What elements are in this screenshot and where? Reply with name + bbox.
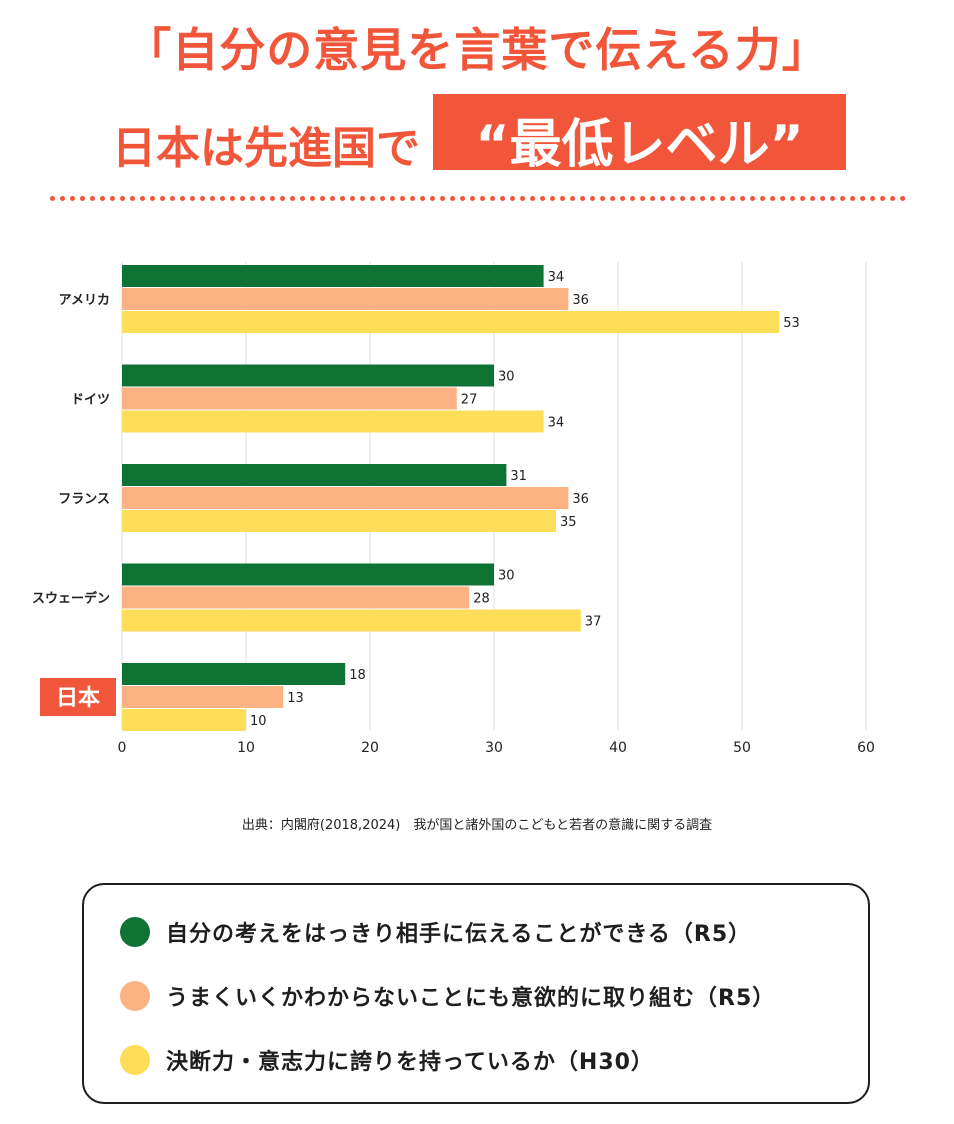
x-tick-label: 10 bbox=[237, 740, 255, 756]
headline-subtitle: 日本は先進国で bbox=[112, 123, 420, 174]
bar bbox=[122, 510, 556, 532]
bar-value-label: 34 bbox=[548, 416, 565, 431]
legend-label-2: うまくいくかわからないことにも意欲的に取り組む（R5） bbox=[166, 986, 776, 1011]
legend-swatch-2 bbox=[120, 981, 150, 1011]
bar-value-label: 31 bbox=[510, 469, 527, 484]
category-highlight-badge bbox=[40, 678, 116, 716]
dotted-divider bbox=[50, 196, 906, 201]
bar-value-label: 10 bbox=[250, 714, 267, 729]
bar-value-label: 36 bbox=[572, 293, 589, 308]
bar bbox=[122, 387, 457, 410]
highlight-text: “最低レベル” bbox=[475, 115, 804, 175]
bar-value-label: 36 bbox=[572, 492, 589, 507]
legend-item-3: 決断力・意志力に誇りを持っているか（H30） bbox=[120, 1043, 654, 1077]
bar bbox=[122, 410, 544, 433]
bar-value-label: 18 bbox=[349, 668, 366, 683]
x-tick-label: 50 bbox=[733, 740, 751, 756]
source-note: 出典：内閣府(2018,2024) 我が国と諸外国のこどもと若者の意識に関する調… bbox=[241, 818, 713, 833]
x-tick-label: 0 bbox=[118, 740, 127, 756]
legend: 自分の考えをはっきり相手に伝えることができる（R5） うまくいくかわからないこと… bbox=[82, 883, 870, 1104]
bar bbox=[122, 464, 507, 486]
y-category-label: フランス bbox=[58, 492, 110, 507]
legend-swatch-3 bbox=[120, 1045, 150, 1075]
bar bbox=[122, 686, 284, 708]
y-category-label: 日本 bbox=[56, 686, 100, 711]
x-tick-label: 30 bbox=[485, 740, 503, 756]
bar bbox=[122, 364, 494, 387]
bar bbox=[122, 487, 569, 509]
bar-value-label: 37 bbox=[585, 615, 602, 630]
legend-item-2: うまくいくかわからないことにも意欲的に取り組む（R5） bbox=[120, 979, 775, 1013]
legend-swatch-1 bbox=[120, 917, 150, 947]
bar bbox=[122, 609, 581, 632]
y-category-label: アメリカ bbox=[59, 293, 110, 308]
x-tick-label: 20 bbox=[361, 740, 379, 756]
bar bbox=[122, 563, 494, 586]
bar bbox=[122, 288, 569, 310]
bar-value-label: 27 bbox=[461, 393, 478, 408]
bar-value-label: 30 bbox=[498, 370, 515, 385]
bar-value-label: 13 bbox=[287, 691, 304, 706]
bar bbox=[122, 663, 346, 685]
bar bbox=[122, 586, 470, 609]
headline-title: 「自分の意見を言葉で伝える力」 bbox=[125, 23, 829, 77]
bar-value-label: 30 bbox=[498, 569, 515, 584]
bar bbox=[122, 265, 544, 287]
bar-value-label: 35 bbox=[560, 515, 577, 530]
highlight-badge: “最低レベル” bbox=[433, 94, 846, 175]
x-tick-label: 40 bbox=[609, 740, 627, 756]
legend-item-1: 自分の考えをはっきり相手に伝えることができる（R5） bbox=[120, 915, 751, 949]
y-category-label: ドイツ bbox=[71, 393, 110, 408]
bar bbox=[122, 709, 246, 731]
x-tick-label: 60 bbox=[857, 740, 875, 756]
bar bbox=[122, 311, 780, 333]
bar-value-label: 28 bbox=[473, 592, 490, 607]
bar-value-label: 34 bbox=[548, 270, 565, 285]
legend-label-3: 決断力・意志力に誇りを持っているか（H30） bbox=[166, 1050, 654, 1075]
bar-chart: 0 10 20 30 40 50 60 34 36 53 アメリカ 30 27 34 ドイツ 31 36 35 フラ… bbox=[32, 262, 875, 756]
bar-value-label: 53 bbox=[783, 316, 800, 331]
y-category-label: スウェーデン bbox=[32, 591, 110, 607]
legend-label-1: 自分の考えをはっきり相手に伝えることができる（R5） bbox=[166, 922, 752, 947]
